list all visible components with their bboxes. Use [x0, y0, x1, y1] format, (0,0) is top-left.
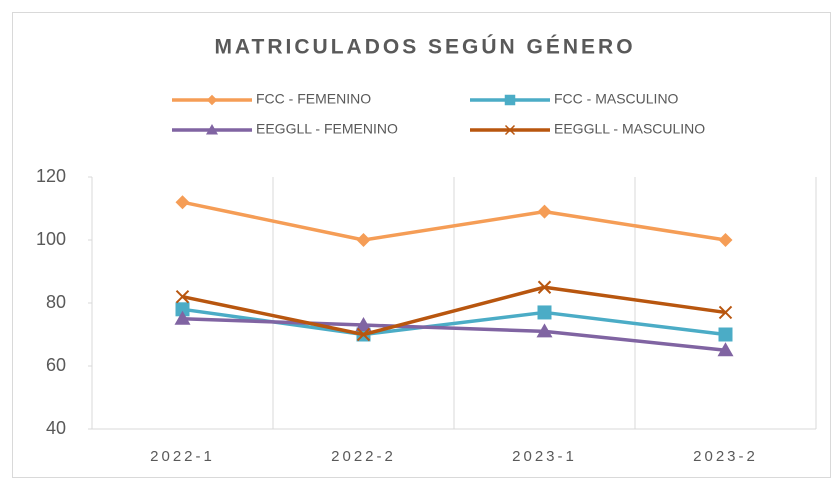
point-marker [355, 317, 372, 332]
y-tick-label: 40 [46, 418, 66, 438]
series-line [182, 285, 726, 337]
x-tick-label: 2022-2 [331, 448, 396, 465]
legend-label: FCC - MASCULINO [554, 91, 679, 107]
series-line [182, 317, 726, 352]
point-marker [174, 310, 191, 325]
point-marker [718, 233, 733, 247]
y-tick-label: 100 [36, 229, 66, 249]
x-tick-label: 2023-2 [693, 448, 758, 465]
point-marker [175, 289, 190, 304]
point-marker [717, 342, 734, 357]
point-marker [537, 280, 552, 294]
x-tick-label: 2022-1 [150, 448, 215, 465]
legend-label: EEGGLL - FEMENINO [256, 121, 398, 137]
legend-marker [206, 124, 218, 135]
point-marker [718, 305, 733, 320]
legend-label: EEGGLL - MASCULINO [554, 121, 705, 137]
y-tick-label: 120 [36, 166, 66, 186]
point-marker [537, 305, 552, 320]
point-marker [356, 327, 371, 342]
point-marker [175, 195, 190, 210]
point-marker [718, 327, 733, 342]
legend-label: FCC - FEMENINO [256, 91, 371, 107]
chart-border [12, 12, 831, 478]
point-marker [356, 233, 371, 247]
chart-title: MATRICULADOS SEGÚN GÉNERO [214, 35, 635, 59]
legend-marker [206, 94, 218, 106]
legend-marker [504, 94, 516, 106]
x-tick-label: 2023-1 [512, 448, 577, 465]
legend-marker [504, 124, 516, 136]
point-marker [537, 204, 552, 219]
series-line [182, 200, 726, 242]
y-tick-label: 60 [46, 355, 66, 375]
y-tick-label: 80 [46, 292, 66, 312]
point-marker [175, 302, 190, 317]
point-marker [536, 323, 553, 338]
